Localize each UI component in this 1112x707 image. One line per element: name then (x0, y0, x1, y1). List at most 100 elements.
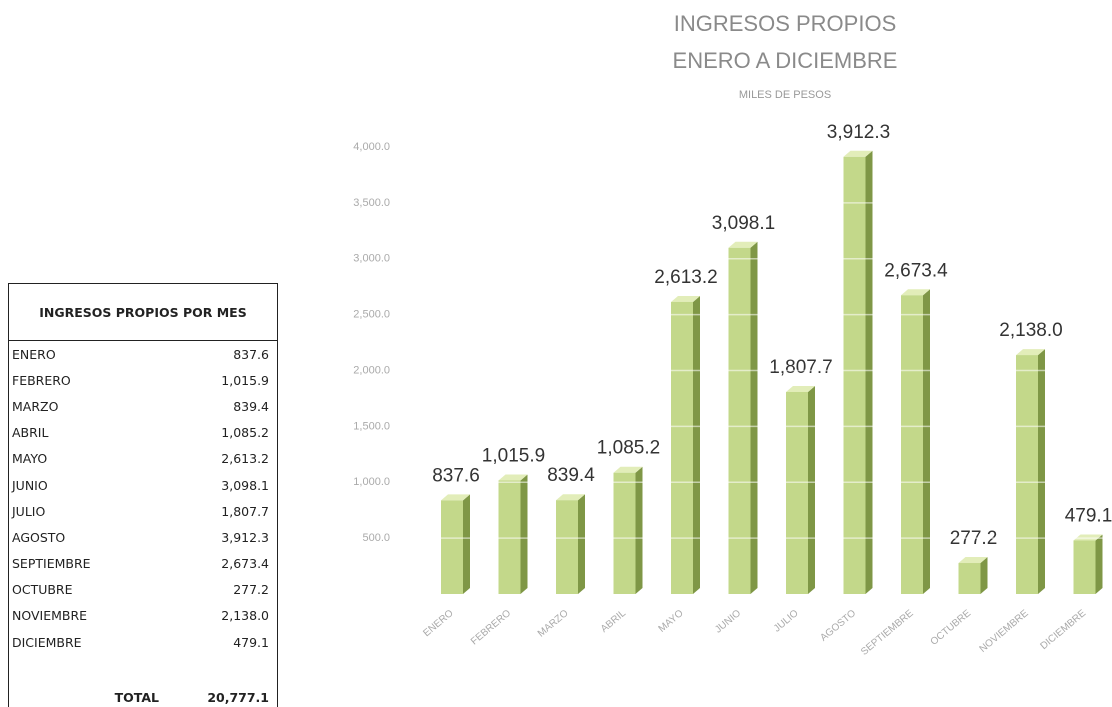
bar-side (923, 289, 930, 594)
month-value: 2,673.4 (221, 556, 269, 572)
x-tick-label: JUNIO (713, 608, 743, 636)
month-name: OCTUBRE (12, 582, 73, 598)
bar-3d (958, 557, 988, 594)
table-row: ABRIL 1,085.2 (9, 420, 277, 446)
total-label: TOTAL (114, 690, 159, 705)
bar-3d (728, 241, 758, 594)
bar (671, 301, 693, 594)
value-label: 839.4 (547, 465, 595, 486)
month-value: 839.4 (233, 398, 269, 414)
x-tick-label: FEBRERO (469, 608, 513, 648)
bar (1073, 540, 1096, 594)
bar (901, 295, 923, 594)
bar-side (808, 385, 815, 594)
bar (786, 391, 808, 594)
value-label: 3,912.3 (827, 122, 890, 143)
y-tick-label: 4,000.0 (353, 141, 390, 153)
y-tick-label: 500.0 (362, 532, 390, 544)
month-name: JULIO (12, 503, 46, 519)
y-tick-label: 1,000.0 (353, 476, 390, 488)
month-name: JUNIO (12, 477, 48, 493)
month-value: 837.6 (233, 346, 269, 362)
month-value: 479.1 (233, 634, 269, 650)
bar (498, 480, 521, 594)
y-tick-label: 2,000.0 (353, 364, 390, 376)
table-rows: ENERO 837.6 FEBRERO 1,015.9 MARZO 839.4 ABRIL 1… (9, 341, 277, 655)
month-value: 2,613.2 (221, 451, 269, 467)
x-tick-label: MARZO (536, 608, 571, 640)
bar-top (1016, 349, 1045, 356)
bar-top (498, 474, 528, 481)
bar-top (843, 150, 873, 157)
bar (613, 472, 636, 594)
bar-side (1038, 349, 1045, 594)
y-tick-label: 3,500.0 (353, 197, 390, 209)
month-name: FEBRERO (12, 372, 71, 388)
value-label: 2,138.0 (999, 320, 1062, 341)
bar-top (441, 494, 470, 501)
bar-top (901, 289, 930, 296)
month-value: 1,015.9 (221, 372, 269, 388)
value-label: 2,613.2 (654, 267, 717, 288)
month-name: MARZO (12, 398, 59, 414)
bar (441, 500, 463, 594)
bar-side (578, 494, 585, 594)
table-row: JUNIO 3,098.1 (9, 472, 277, 498)
table-row: MAYO 2,613.2 (9, 446, 277, 472)
bar (1016, 355, 1038, 594)
table-row: SEPTIEMBRE 2,673.4 (9, 551, 277, 577)
bar-side (635, 466, 643, 594)
bar (843, 156, 866, 594)
unit-label: MILES DE PESOS (739, 89, 831, 101)
month-value: 3,098.1 (221, 477, 269, 493)
bar-3d (441, 494, 470, 594)
value-label: 3,098.1 (712, 213, 775, 234)
total-value: 20,777.1 (207, 690, 269, 705)
bar (958, 563, 981, 594)
table-row: FEBRERO 1,015.9 (9, 367, 277, 393)
bar-3d (901, 289, 930, 594)
month-name: ENERO (12, 346, 56, 362)
value-label: 1,807.7 (769, 357, 832, 378)
bar-top (958, 557, 988, 564)
value-label: 479.1 (1065, 505, 1112, 526)
table-row: ENERO 837.6 (9, 341, 277, 367)
table-row: NOVIEMBRE 2,138.0 (9, 603, 277, 629)
bar-side (865, 150, 873, 594)
bar (556, 500, 578, 594)
monthly-table: INGRESOS PROPIOS POR MES ENERO 837.6 FEBRE… (8, 283, 278, 707)
month-name: NOVIEMBRE (12, 608, 88, 624)
value-label: 1,015.9 (482, 445, 545, 466)
value-label: 1,085.2 (597, 438, 660, 459)
bar-top (786, 385, 815, 392)
x-tick-label: SEPTIEMBRE (859, 608, 916, 658)
x-tick-label: ABRIL (599, 608, 629, 635)
month-value: 3,912.3 (221, 529, 269, 545)
bar-top (613, 466, 643, 473)
table-row: OCTUBRE 277.2 (9, 577, 277, 603)
month-value: 1,807.7 (221, 503, 269, 519)
bar-3d (1016, 349, 1045, 594)
bar-top (556, 494, 585, 501)
bar-3d (786, 385, 815, 594)
x-tick-label: MAYO (657, 608, 686, 635)
chart-title: INGRESOS PROPIOS (674, 11, 897, 36)
x-tick-label: ENERO (421, 608, 455, 639)
bar-side (463, 494, 470, 594)
bar-side (693, 295, 700, 594)
bar-side (980, 557, 988, 594)
month-value: 277.2 (233, 582, 269, 598)
y-tick-label: 1,500.0 (353, 420, 390, 432)
y-tick-label: 3,000.0 (353, 253, 390, 265)
y-tick-label: 2,500.0 (353, 309, 390, 321)
bar-side (1095, 534, 1103, 594)
bar-top (728, 241, 758, 248)
table-title: INGRESOS PROPIOS POR MES (9, 284, 277, 341)
bar-3d (613, 466, 643, 594)
x-tick-label: DICIEMBRE (1038, 608, 1088, 652)
month-name: ABRIL (12, 425, 49, 441)
table-row: MARZO 839.4 (9, 393, 277, 419)
bar-3d (556, 494, 585, 594)
month-name: AGOSTO (12, 529, 66, 545)
